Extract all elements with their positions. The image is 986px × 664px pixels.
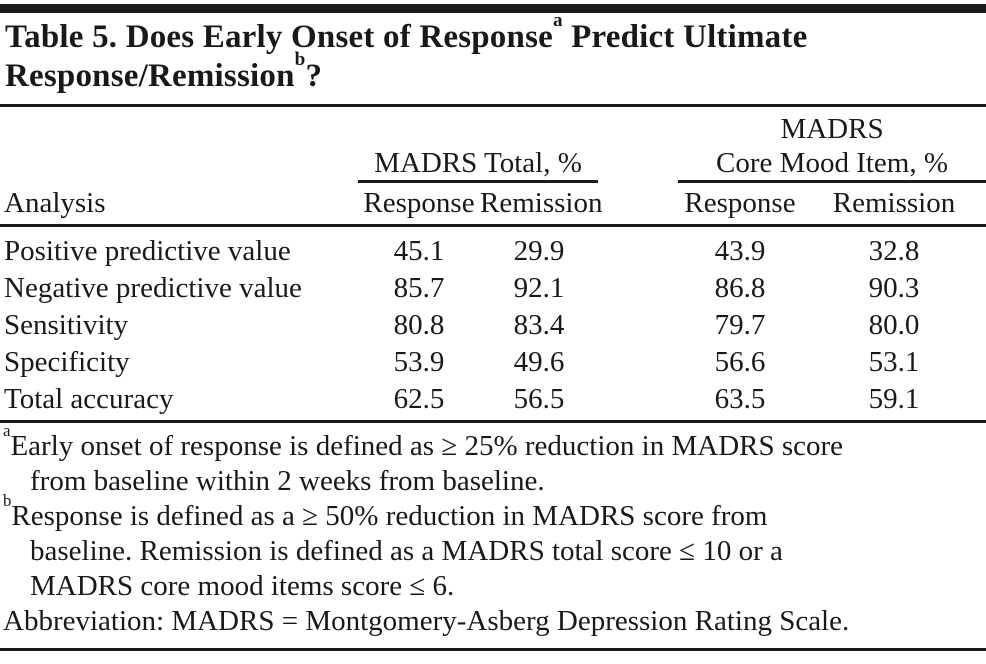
- empty-cell: [0, 107, 358, 182]
- table-row: Positive predictive value 45.1 29.9 43.9…: [0, 226, 986, 271]
- value-cell: 56.5: [480, 381, 599, 423]
- title-text: Predict Ultimate: [562, 19, 808, 55]
- value-cell: 79.7: [714, 309, 766, 341]
- results-table: MADRS Total, % MADRS Core Mood Item, % A…: [0, 107, 986, 423]
- value-cell: 32.8: [868, 235, 920, 267]
- footnote-marker: b: [3, 491, 12, 511]
- row-label: Sensitivity: [4, 309, 129, 341]
- title-underline-rule: [0, 104, 986, 107]
- column-gap: [598, 107, 678, 182]
- col-header-core-remission: Remission: [802, 181, 986, 227]
- row-label: Negative predictive value: [4, 272, 302, 304]
- group-header-madrs-total: MADRS Total, %: [358, 107, 599, 183]
- footnote-a: aEarly onset of response is defined as ≥…: [3, 422, 982, 499]
- footnote-line: from baseline within 2 weeks from baseli…: [30, 465, 545, 497]
- table-row: Sensitivity 80.8 83.4 79.7 80.0: [0, 307, 986, 344]
- table-row: Specificity 53.9 49.6 56.6 53.1: [0, 344, 986, 381]
- table-row: Negative predictive value 85.7 92.1 86.8…: [0, 270, 986, 307]
- bottom-rule: [0, 648, 986, 651]
- row-label: Total accuracy: [0, 381, 358, 423]
- table-row: Total accuracy 62.5 56.5 63.5 59.1: [0, 381, 986, 423]
- column-gap: [598, 307, 678, 344]
- column-group-header-row: MADRS Total, % MADRS Core Mood Item, %: [0, 107, 986, 183]
- value-cell: 80.0: [868, 309, 920, 341]
- group-header-label-line2: Core Mood Item, %: [716, 147, 948, 179]
- journal-table-figure: Table 5. Does Early Onset of Responsea P…: [0, 4, 986, 664]
- col-header-core-response: Response: [678, 181, 803, 227]
- top-rule: [0, 4, 986, 13]
- abbreviation-note: Abbreviation: MADRS = Montgomery-Asberg …: [3, 604, 982, 639]
- col-header-total-response: Response: [358, 181, 480, 227]
- column-gap: [598, 344, 678, 381]
- title-text: ?: [305, 58, 323, 94]
- value-cell: 92.1: [513, 272, 565, 304]
- value-cell: 83.4: [513, 309, 565, 341]
- footnote-b: bResponse is defined as a ≥ 50% reductio…: [3, 492, 982, 604]
- footnote-line: MADRS core mood items score ≤ 6.: [30, 570, 455, 602]
- title-text: Response/Remission: [5, 58, 295, 94]
- value-cell: 29.9: [513, 235, 565, 267]
- value-cell: 62.5: [358, 381, 480, 423]
- value-cell: 53.1: [868, 346, 920, 378]
- value-cell: 59.1: [802, 381, 986, 423]
- value-cell: 53.9: [393, 346, 445, 378]
- analysis-column-header: Analysis: [0, 181, 358, 227]
- row-label: Specificity: [4, 346, 130, 378]
- column-gap: [598, 381, 679, 423]
- group-header-label-line1: MADRS: [780, 113, 884, 145]
- column-subheader-row: Analysis Response Remission Response Rem…: [0, 181, 986, 227]
- column-gap: [598, 226, 678, 271]
- title-line-1: Table 5. Does Early Onset of Responsea P…: [5, 11, 978, 57]
- value-cell: 45.1: [393, 235, 445, 267]
- group-header-madrs-core-mood: MADRS Core Mood Item, %: [678, 107, 986, 183]
- col-header-total-remission: Remission: [480, 181, 602, 227]
- table-title: Table 5. Does Early Onset of Responsea P…: [0, 11, 986, 104]
- title-text: Table 5. Does Early Onset of Response: [5, 19, 553, 55]
- value-cell: 56.6: [714, 346, 766, 378]
- column-gap: [598, 270, 678, 307]
- footnote-line: aEarly onset of response is defined as ≥…: [3, 422, 982, 464]
- footnote-marker-a-ref: a: [552, 9, 563, 31]
- footnote-line: baseline. Remission is defined as a MADR…: [30, 535, 783, 567]
- footnote-text: Response is defined as a ≥ 50% reduction…: [11, 500, 768, 532]
- footnote-text: Early onset of response is defined as ≥ …: [10, 430, 844, 462]
- row-label: Positive predictive value: [4, 235, 291, 267]
- value-cell: 63.5: [678, 381, 803, 423]
- value-cell: 43.9: [714, 235, 766, 267]
- footnote-marker: a: [3, 421, 11, 441]
- value-cell: 49.6: [513, 346, 565, 378]
- value-cell: 80.8: [393, 309, 445, 341]
- column-gap: [598, 181, 679, 227]
- value-cell: 85.7: [393, 272, 445, 304]
- footnote-line: bResponse is defined as a ≥ 50% reductio…: [3, 492, 982, 534]
- table-footnotes: aEarly onset of response is defined as ≥…: [0, 422, 986, 639]
- value-cell: 90.3: [868, 272, 920, 304]
- group-header-label: MADRS Total, %: [374, 147, 582, 179]
- footnote-marker-b-ref: b: [294, 48, 306, 70]
- footnote-line: Abbreviation: MADRS = Montgomery-Asberg …: [3, 605, 850, 637]
- value-cell: 86.8: [714, 272, 766, 304]
- title-line-2: Response/Remissionb?: [5, 50, 978, 96]
